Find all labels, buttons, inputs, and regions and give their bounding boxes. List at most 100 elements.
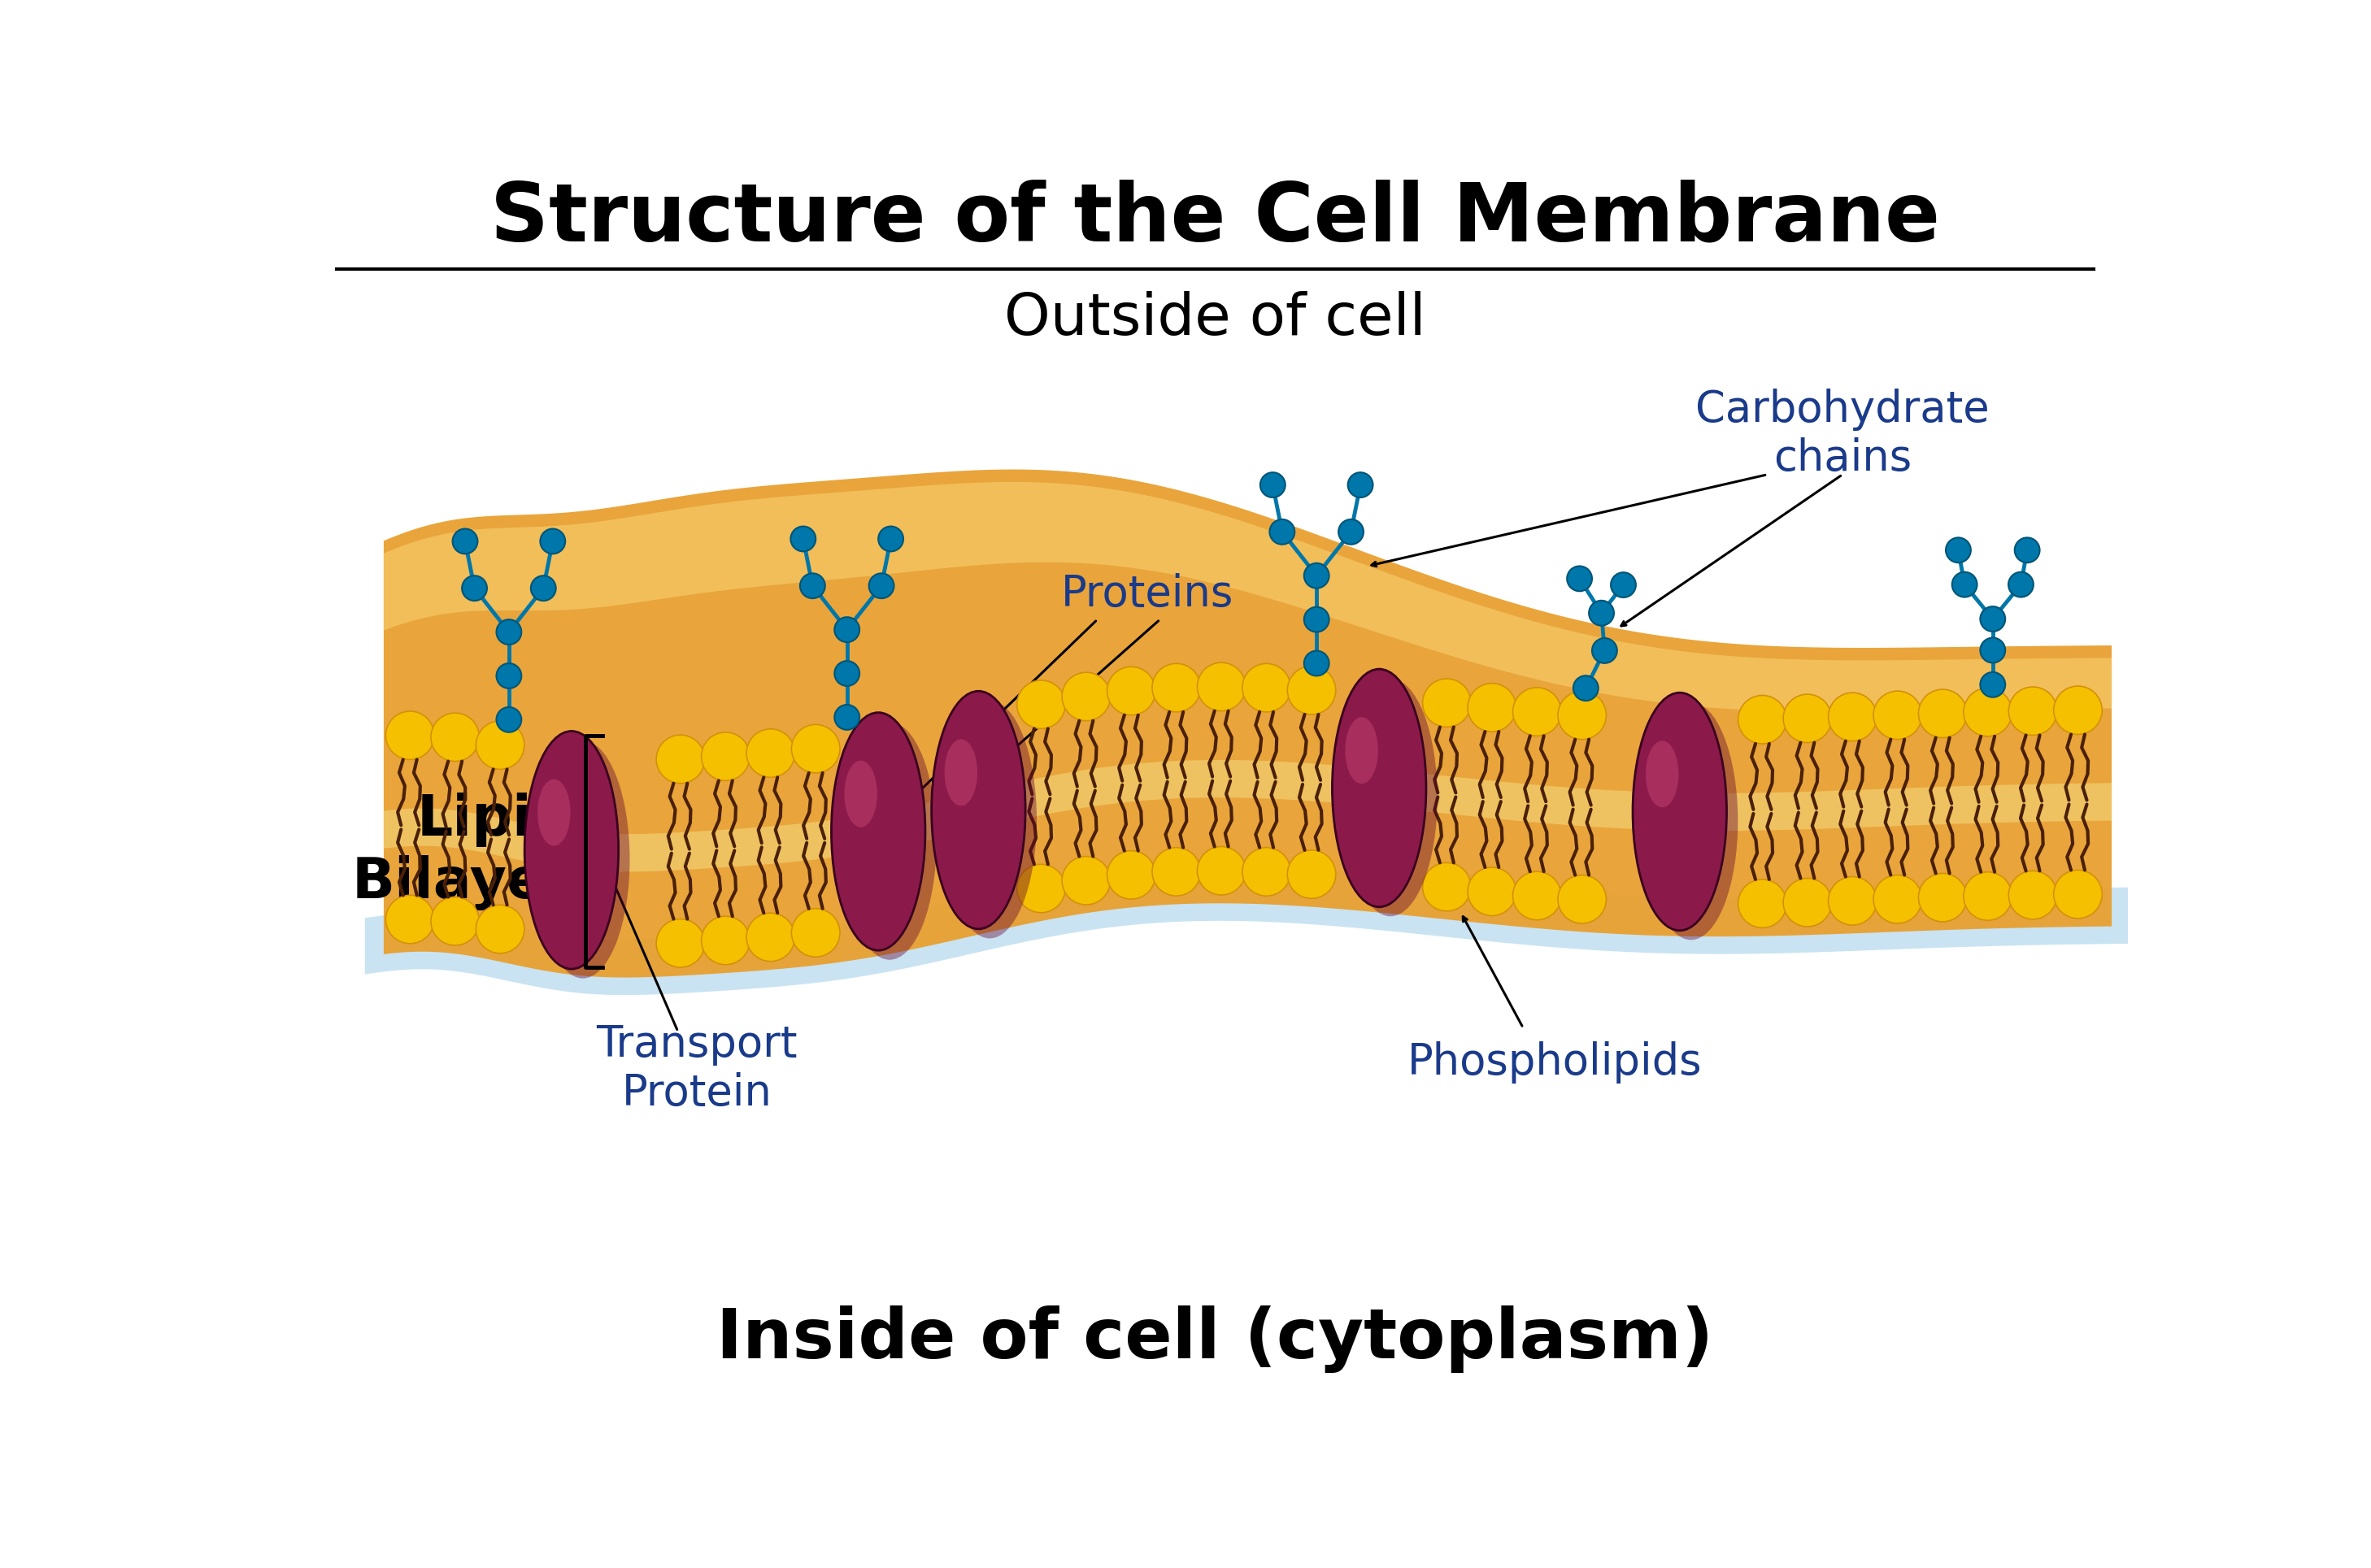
- Circle shape: [1197, 847, 1245, 895]
- Circle shape: [792, 908, 839, 956]
- Circle shape: [1197, 663, 1245, 710]
- Circle shape: [1828, 693, 1878, 742]
- Circle shape: [790, 527, 816, 552]
- Circle shape: [657, 735, 704, 784]
- Text: Carbohydrate
chains: Carbohydrate chains: [1695, 389, 1989, 480]
- Circle shape: [1242, 848, 1290, 895]
- Circle shape: [877, 527, 903, 552]
- Ellipse shape: [832, 712, 925, 950]
- Circle shape: [1261, 472, 1285, 497]
- Circle shape: [1107, 666, 1155, 715]
- Circle shape: [1304, 607, 1330, 632]
- Circle shape: [1873, 875, 1923, 924]
- Circle shape: [1017, 864, 1065, 913]
- Circle shape: [1062, 673, 1110, 721]
- Ellipse shape: [1344, 717, 1378, 784]
- Text: Phospholipids: Phospholipids: [1406, 1041, 1702, 1083]
- Circle shape: [462, 575, 486, 601]
- Ellipse shape: [844, 760, 877, 828]
- Circle shape: [702, 732, 749, 781]
- Circle shape: [702, 916, 749, 964]
- Circle shape: [1951, 572, 1977, 597]
- Ellipse shape: [842, 721, 937, 960]
- Circle shape: [496, 619, 522, 644]
- Circle shape: [1304, 563, 1330, 588]
- Circle shape: [1468, 867, 1515, 916]
- Circle shape: [1980, 673, 2006, 698]
- Circle shape: [453, 528, 477, 554]
- Circle shape: [1738, 695, 1785, 743]
- Circle shape: [541, 528, 564, 554]
- Circle shape: [2008, 687, 2058, 735]
- Ellipse shape: [536, 740, 631, 978]
- Circle shape: [1574, 676, 1598, 701]
- Circle shape: [835, 704, 861, 729]
- Circle shape: [792, 724, 839, 773]
- Circle shape: [1287, 850, 1335, 898]
- Circle shape: [1287, 666, 1335, 715]
- Circle shape: [477, 905, 524, 953]
- Circle shape: [2015, 538, 2039, 563]
- Circle shape: [477, 721, 524, 770]
- Circle shape: [1980, 607, 2006, 632]
- Circle shape: [1963, 688, 2013, 737]
- Circle shape: [1468, 684, 1515, 732]
- Ellipse shape: [524, 731, 619, 969]
- Circle shape: [1423, 679, 1470, 728]
- Circle shape: [835, 662, 861, 685]
- Circle shape: [1828, 877, 1878, 925]
- Ellipse shape: [1634, 693, 1726, 930]
- Circle shape: [432, 897, 479, 946]
- Ellipse shape: [944, 739, 977, 806]
- Circle shape: [1783, 695, 1833, 743]
- Circle shape: [1242, 663, 1290, 712]
- Circle shape: [1558, 691, 1605, 740]
- Circle shape: [1062, 856, 1110, 905]
- Circle shape: [1304, 651, 1330, 676]
- Circle shape: [1268, 519, 1295, 544]
- Circle shape: [1107, 851, 1155, 898]
- Ellipse shape: [1643, 702, 1738, 939]
- Ellipse shape: [1645, 740, 1679, 808]
- Circle shape: [1963, 872, 2013, 920]
- Circle shape: [1152, 663, 1200, 712]
- Text: Structure of the Cell Membrane: Structure of the Cell Membrane: [491, 179, 1939, 259]
- Circle shape: [747, 729, 794, 778]
- Circle shape: [1513, 872, 1560, 920]
- Circle shape: [1423, 862, 1470, 911]
- Circle shape: [386, 895, 434, 944]
- Circle shape: [799, 574, 825, 599]
- Circle shape: [1947, 538, 1970, 563]
- Polygon shape: [384, 760, 2113, 872]
- Ellipse shape: [538, 779, 571, 845]
- Polygon shape: [365, 864, 2132, 996]
- Circle shape: [1340, 519, 1363, 544]
- Circle shape: [1918, 873, 1968, 922]
- Circle shape: [868, 574, 894, 599]
- Circle shape: [1610, 572, 1636, 597]
- Circle shape: [1558, 875, 1605, 924]
- Circle shape: [1873, 691, 1923, 740]
- Text: Lipid
Bilayer: Lipid Bilayer: [351, 792, 574, 911]
- Circle shape: [1513, 687, 1560, 735]
- Circle shape: [531, 575, 555, 601]
- Ellipse shape: [944, 701, 1036, 938]
- Circle shape: [2053, 687, 2103, 734]
- Polygon shape: [384, 481, 2113, 712]
- Circle shape: [1738, 880, 1785, 928]
- Circle shape: [2008, 572, 2034, 597]
- Text: Inside of cell (cytoplasm): Inside of cell (cytoplasm): [716, 1306, 1714, 1374]
- Circle shape: [1567, 566, 1591, 591]
- Circle shape: [1591, 638, 1617, 663]
- Ellipse shape: [932, 691, 1024, 928]
- Circle shape: [432, 713, 479, 762]
- Circle shape: [1152, 848, 1200, 895]
- Polygon shape: [384, 469, 2113, 977]
- Circle shape: [1589, 601, 1615, 626]
- Circle shape: [1017, 681, 1065, 729]
- Circle shape: [496, 707, 522, 732]
- Text: Proteins: Proteins: [1062, 574, 1233, 616]
- Circle shape: [2053, 870, 2103, 919]
- Circle shape: [496, 663, 522, 688]
- Circle shape: [1980, 638, 2006, 663]
